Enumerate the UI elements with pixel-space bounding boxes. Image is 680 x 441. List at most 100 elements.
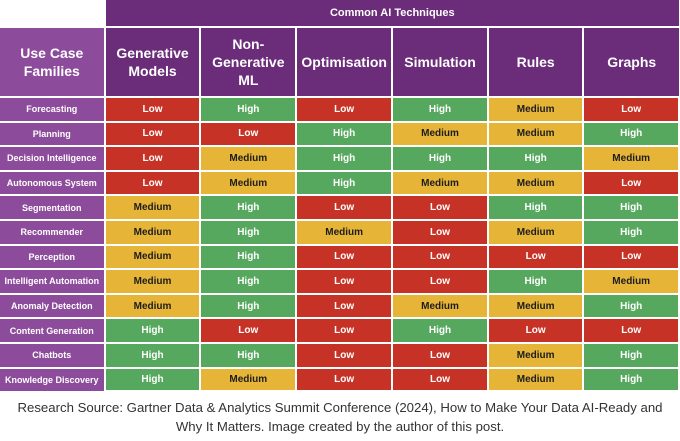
table-row: Autonomous System Low Medium High Medium Medi… xyxy=(0,169,680,197)
rating-cell: High xyxy=(295,169,394,197)
ai-techniques-matrix: Common AI Techniques Use Case Families G… xyxy=(0,0,680,393)
rating-cell: Low xyxy=(391,268,489,295)
rating-cell: Low xyxy=(295,194,394,221)
column-header: Graphs xyxy=(582,27,679,97)
use-case-label: Autonomous System xyxy=(0,169,106,196)
rating-cell: High xyxy=(199,96,298,123)
rating-cell: High xyxy=(391,145,489,172)
rating-cell: Medium xyxy=(582,268,680,295)
column-header: Generative Models xyxy=(103,27,201,97)
rating-cell: Low xyxy=(582,243,680,271)
table-row: Forecasting Low High Low High Medium Low xyxy=(0,96,680,123)
rating-cell: High xyxy=(295,145,394,172)
caption-line: Research Source: Gartner Data & Analytic… xyxy=(17,400,663,415)
column-header-line: Generative xyxy=(116,45,189,61)
use-case-label: Recommender xyxy=(0,218,106,245)
table-row: Anomaly Detection Medium High Low Medium Medi… xyxy=(0,292,680,320)
rating-cell: High xyxy=(486,145,585,172)
rating-cell: Medium xyxy=(486,292,585,320)
rating-cell: Medium xyxy=(486,341,585,369)
rating-cell: Medium xyxy=(199,366,298,393)
rating-cell: High xyxy=(582,292,680,320)
rating-cell: Low xyxy=(103,96,202,123)
column-header-line: Graphs xyxy=(607,54,657,70)
source-caption: Research Source: Gartner Data & Analytic… xyxy=(0,398,680,436)
use-case-label: Intelligent Automation xyxy=(0,268,106,294)
rating-cell: Low xyxy=(486,243,585,271)
rating-cell: High xyxy=(582,120,680,148)
rating-cell: Medium xyxy=(199,169,298,197)
rating-cell: Low xyxy=(582,96,680,123)
rating-cell: High xyxy=(295,120,394,148)
column-header: Optimisation xyxy=(295,27,393,97)
use-case-header-line: Families xyxy=(23,63,80,79)
rating-cell: Medium xyxy=(199,145,298,172)
rating-cell: Medium xyxy=(486,120,585,148)
rating-cell: Low xyxy=(199,317,298,344)
rating-cell: High xyxy=(199,268,298,295)
rating-cell: Low xyxy=(391,194,489,221)
column-header-line: ML xyxy=(238,72,259,88)
rating-cell: Low xyxy=(486,317,585,344)
corner-blank xyxy=(0,0,105,27)
rating-cell: Low xyxy=(199,120,298,148)
rating-cell: Low xyxy=(582,169,680,197)
column-header-line: Simulation xyxy=(404,54,476,70)
rating-cell: High xyxy=(199,194,298,221)
column-header-line: Non- xyxy=(232,36,265,52)
rating-cell: High xyxy=(103,317,202,344)
use-case-header: Use Case Families xyxy=(0,26,106,97)
use-case-label: Perception xyxy=(0,243,106,270)
rating-cell: Low xyxy=(391,341,489,369)
table-row: Intelligent Automation Medium High Low Low Hi… xyxy=(0,268,680,295)
rating-cell: High xyxy=(391,317,489,344)
rating-cell: High xyxy=(199,341,298,369)
rating-cell: Medium xyxy=(103,243,202,271)
rating-cell: Low xyxy=(391,243,489,271)
rating-cell: High xyxy=(486,194,585,221)
rating-cell: Low xyxy=(295,243,394,271)
rating-cell: Medium xyxy=(103,268,202,295)
rating-cell: High xyxy=(391,96,489,123)
rating-cell: Medium xyxy=(486,96,585,123)
rating-cell: High xyxy=(582,194,680,221)
column-header-line: Optimisation xyxy=(301,54,387,70)
use-case-label: Content Generation xyxy=(0,317,106,343)
use-case-label: Anomaly Detection xyxy=(0,292,106,319)
table-row: Perception Medium High Low Low Low Low xyxy=(0,243,680,271)
rating-cell: Low xyxy=(582,317,680,344)
use-case-label: Planning xyxy=(0,120,106,147)
table-row: Decision Intelligence Low Medium High High Hi… xyxy=(0,145,680,172)
table-row: Chatbots High High Low Low Medium High xyxy=(0,341,680,369)
column-header: Simulation xyxy=(391,27,488,97)
rating-cell: Low xyxy=(295,341,394,369)
rating-cell: Low xyxy=(295,96,394,123)
use-case-header-line: Use Case xyxy=(20,45,84,61)
rating-cell: Low xyxy=(103,169,202,197)
rating-cell: Low xyxy=(103,120,202,148)
use-case-label: Forecasting xyxy=(0,96,106,122)
table-row: Content Generation High Low Low High Low Low xyxy=(0,317,680,344)
rating-cell: Low xyxy=(295,268,394,295)
rating-cell: Medium xyxy=(391,120,489,148)
table-row: Segmentation Medium High Low Low High High xyxy=(0,194,680,221)
column-header-line: Models xyxy=(128,63,177,79)
column-header-line: Rules xyxy=(516,54,555,70)
rating-cell: Medium xyxy=(103,292,202,320)
table-row: Recommender Medium High Medium Low Medium High xyxy=(0,218,680,246)
rating-cell: Low xyxy=(295,292,394,320)
rating-cell: Medium xyxy=(582,145,680,172)
rating-cell: Medium xyxy=(486,366,585,393)
rating-cell: Medium xyxy=(295,218,394,246)
use-case-label: Chatbots xyxy=(0,341,106,368)
rating-cell: High xyxy=(103,366,202,393)
rating-cell: High xyxy=(582,341,680,369)
column-header: Non- Generative ML xyxy=(199,27,297,97)
column-header: Rules xyxy=(486,27,584,97)
column-header-line: Generative xyxy=(212,54,285,70)
rating-cell: High xyxy=(199,218,298,246)
table-row: Knowledge Discovery High Medium Low Low Mediu… xyxy=(0,366,680,393)
rating-cell: High xyxy=(103,341,202,369)
rating-cell: Low xyxy=(103,145,202,172)
